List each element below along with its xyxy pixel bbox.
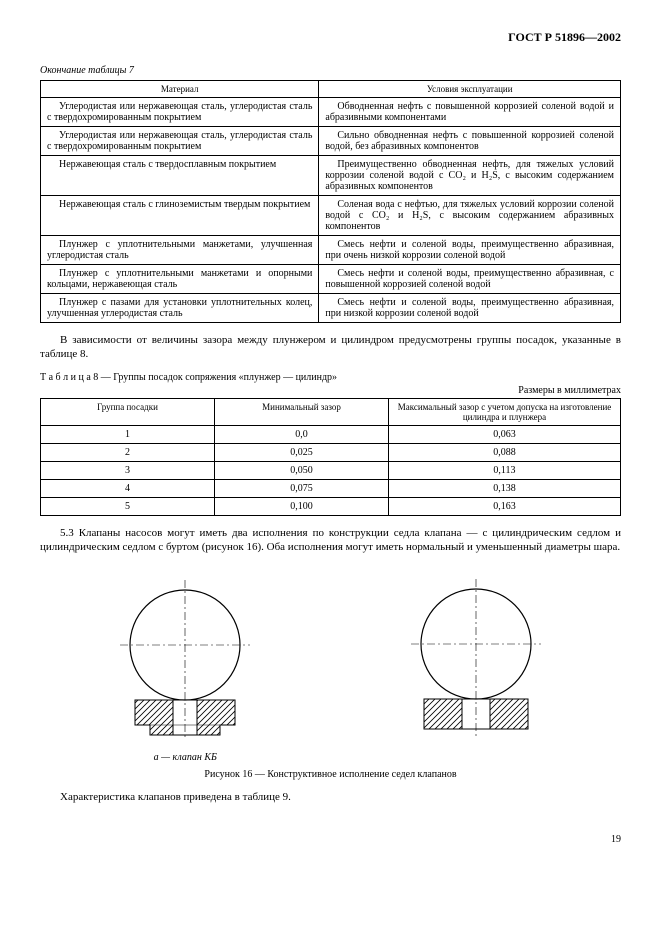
table8-row: 30,0500,113 xyxy=(41,461,621,479)
table8-cell: 0,100 xyxy=(215,497,389,515)
table7-header-conditions: Условия эксплуатации xyxy=(319,81,621,98)
table8-cell: 1 xyxy=(41,425,215,443)
table8-cell: 0,138 xyxy=(389,479,621,497)
table7-end-label: Окончание таблицы 7 xyxy=(40,65,621,76)
table7-row: Углеродистая или нержавеющая сталь, угле… xyxy=(41,98,621,127)
table-8: Группа посадки Минимальный зазор Максима… xyxy=(40,398,621,516)
table8-cell: 0,163 xyxy=(389,497,621,515)
table7-cell-material: Нержавеющая сталь с глиноземистым тверды… xyxy=(41,196,319,236)
table8-cell: 0,063 xyxy=(389,425,621,443)
table7-cell-material: Углеродистая или нержавеющая сталь, угле… xyxy=(41,98,319,127)
figure-16: а — клапан КБ xyxy=(40,574,621,763)
document-code: ГОСТ Р 51896—2002 xyxy=(40,30,621,45)
table8-cell: 0,050 xyxy=(215,461,389,479)
table7-cell-material: Плунжер с пазами для установки уплотните… xyxy=(41,294,319,323)
table8-row: 40,0750,138 xyxy=(41,479,621,497)
table8-header-group: Группа посадки xyxy=(41,398,215,425)
table7-row: Плунжер с пазами для установки уплотните… xyxy=(41,294,621,323)
table7-row: Плунжер с уплотнительными манжетами и оп… xyxy=(41,265,621,294)
table8-caption: Т а б л и ц а 8 — Группы посадок сопряже… xyxy=(40,372,621,383)
table8-cell: 0,113 xyxy=(389,461,621,479)
table7-cell-material: Плунжер с уплотнительными манжетами, улу… xyxy=(41,236,319,265)
table-7: Материал Условия эксплуатации Углеродист… xyxy=(40,80,621,323)
page-number: 19 xyxy=(40,834,621,845)
figure-16b xyxy=(386,574,566,763)
valve-cylindrical-diagram xyxy=(386,574,566,744)
valve-kb-diagram xyxy=(95,575,275,745)
table8-cell: 4 xyxy=(41,479,215,497)
table8-row: 20,0250,088 xyxy=(41,443,621,461)
table8-row: 10,00,063 xyxy=(41,425,621,443)
table7-cell-conditions: Смесь нефти и соленой воды, преимуществе… xyxy=(319,265,621,294)
table7-cell-conditions: Смесь нефти и соленой воды, преимуществе… xyxy=(319,236,621,265)
paragraph-3: Характеристика клапанов приведена в табл… xyxy=(40,790,621,804)
table7-cell-conditions: Смесь нефти и соленой воды, преимуществе… xyxy=(319,294,621,323)
table7-cell-conditions: Обводненная нефть с повышенной коррозией… xyxy=(319,98,621,127)
table8-cell: 0,075 xyxy=(215,479,389,497)
table7-row: Нержавеющая сталь с твердосплавным покры… xyxy=(41,156,621,196)
table8-cell: 0,0 xyxy=(215,425,389,443)
table7-cell-material: Углеродистая или нержавеющая сталь, угле… xyxy=(41,127,319,156)
paragraph-2: 5.3 Клапаны насосов могут иметь два испо… xyxy=(40,526,621,555)
table8-header-max: Максимальный зазор с учетом допуска на и… xyxy=(389,398,621,425)
table7-row: Углеродистая или нержавеющая сталь, угле… xyxy=(41,127,621,156)
table8-cell: 3 xyxy=(41,461,215,479)
table7-row: Нержавеющая сталь с глиноземистым тверды… xyxy=(41,196,621,236)
figure-16a-label: а — клапан КБ xyxy=(95,752,275,763)
table7-cell-conditions: Преимущественно обводненная нефть, для т… xyxy=(319,156,621,196)
table8-row: 50,1000,163 xyxy=(41,497,621,515)
figure-16-caption: Рисунок 16 — Конструктивное исполнение с… xyxy=(40,769,621,780)
table7-cell-conditions: Сильно обводненная нефть с повышенной ко… xyxy=(319,127,621,156)
table7-cell-conditions: Соленая вода с нефтью, для тяжелых услов… xyxy=(319,196,621,236)
table7-cell-material: Нержавеющая сталь с твердосплавным покры… xyxy=(41,156,319,196)
table8-cell: 5 xyxy=(41,497,215,515)
table8-cell: 0,025 xyxy=(215,443,389,461)
paragraph-1: В зависимости от величины зазора между п… xyxy=(40,333,621,362)
figure-16a: а — клапан КБ xyxy=(95,575,275,763)
table7-row: Плунжер с уплотнительными манжетами, улу… xyxy=(41,236,621,265)
table8-cell: 0,088 xyxy=(389,443,621,461)
table8-cell: 2 xyxy=(41,443,215,461)
table8-units: Размеры в миллиметрах xyxy=(40,385,621,396)
table7-cell-material: Плунжер с уплотнительными манжетами и оп… xyxy=(41,265,319,294)
table8-header-min: Минимальный зазор xyxy=(215,398,389,425)
table7-header-material: Материал xyxy=(41,81,319,98)
